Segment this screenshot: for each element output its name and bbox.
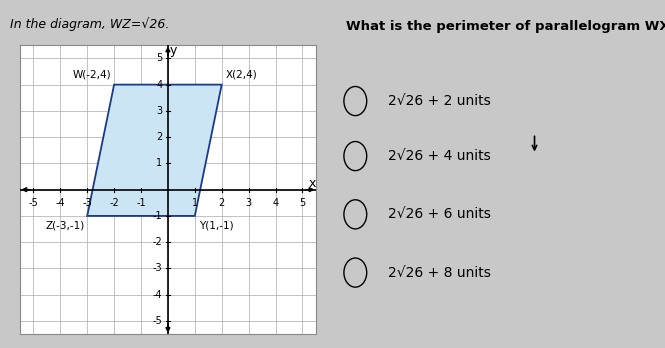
Text: 2: 2 [219,198,225,207]
Text: 2√26 + 4 units: 2√26 + 4 units [388,149,491,163]
FancyArrow shape [305,188,313,192]
Text: 3: 3 [245,198,251,207]
Text: 5: 5 [156,53,162,63]
Text: 1: 1 [156,158,162,168]
Polygon shape [87,85,221,216]
Text: -4: -4 [153,290,162,300]
Text: -5: -5 [29,198,39,207]
Text: X(2,4): X(2,4) [225,70,257,80]
Text: 2: 2 [156,132,162,142]
Text: 2√26 + 6 units: 2√26 + 6 units [388,207,491,221]
Text: -1: -1 [153,211,162,221]
Text: 1: 1 [192,198,198,207]
Text: 3: 3 [156,106,162,116]
Text: 5: 5 [299,198,305,207]
Text: 4: 4 [156,80,162,90]
Text: -4: -4 [55,198,65,207]
Text: -1: -1 [136,198,146,207]
Text: 2√26 + 8 units: 2√26 + 8 units [388,266,491,279]
FancyArrow shape [166,48,170,56]
Text: Y(1,-1): Y(1,-1) [199,221,233,231]
Text: W(-2,4): W(-2,4) [72,70,112,80]
Text: In the diagram, WZ=√26.: In the diagram, WZ=√26. [10,17,169,31]
Text: x: x [308,176,315,190]
Text: -3: -3 [153,263,162,274]
Text: What is the perimeter of parallelogram WXYZ?: What is the perimeter of parallelogram W… [346,20,665,33]
FancyArrow shape [166,324,170,331]
Text: 2√26 + 2 units: 2√26 + 2 units [388,94,491,108]
Text: 4: 4 [273,198,279,207]
FancyArrow shape [23,188,31,192]
Text: -5: -5 [153,316,162,326]
Text: Z(-3,-1): Z(-3,-1) [45,221,84,231]
Text: -3: -3 [82,198,92,207]
Text: -2: -2 [153,237,162,247]
Text: y: y [170,44,177,57]
Text: -2: -2 [109,198,119,207]
